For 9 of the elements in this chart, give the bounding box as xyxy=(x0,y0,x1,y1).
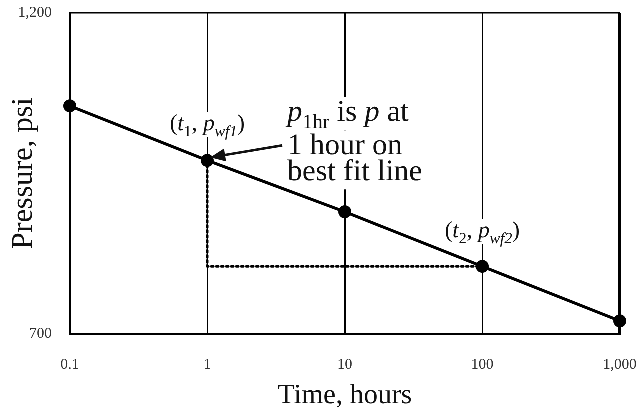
x-tick-label: 1 xyxy=(204,356,212,373)
x-tick-label: 100 xyxy=(471,356,494,373)
x-tick-label: 0.1 xyxy=(60,356,80,373)
y-tick-label: 1,200 xyxy=(18,4,52,21)
x-tick-label: 1,000 xyxy=(603,356,637,373)
y-tick-label: 700 xyxy=(30,326,52,342)
x-axis-title: Time, hours xyxy=(278,380,412,411)
y-axis-title: Pressure, psi xyxy=(6,98,39,250)
x-tick-label: 10 xyxy=(338,356,352,373)
